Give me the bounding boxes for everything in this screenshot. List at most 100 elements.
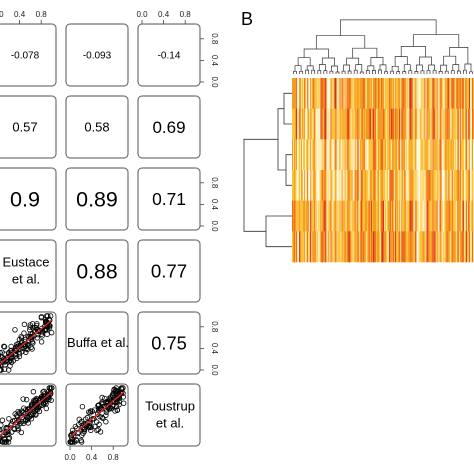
heatmap-cell: [402, 108, 404, 140]
dendrogram-branch: [367, 65, 375, 71]
pairs-cell-r5-c2: Toustrup et al.: [137, 383, 201, 447]
heatmap-cell: [327, 78, 329, 109]
pairs-cell-r4-c1: Buffa et al.: [65, 311, 129, 375]
heatmap-cell: [412, 78, 414, 109]
heatmap-cell: [380, 108, 383, 140]
heatmap-cell: [323, 108, 325, 140]
heatmap-cell: [471, 231, 474, 263]
heatmap-cell: [295, 200, 297, 232]
pairs-cell-frame: [137, 311, 201, 375]
heatmap-cell: [380, 170, 383, 201]
heatmap-cell: [389, 139, 391, 171]
heatmap-cell: [464, 200, 467, 232]
heatmap-cell: [451, 139, 454, 171]
heatmap-cell: [465, 139, 468, 171]
heatmap-cell: [299, 139, 301, 171]
heatmap-cell: [432, 139, 434, 171]
heatmap-cell: [360, 108, 363, 140]
heatmap-cell: [411, 170, 413, 201]
heatmap-cell: [363, 170, 366, 201]
heatmap-cell: [316, 231, 318, 263]
heatmap-cell: [321, 139, 323, 171]
dendrogram-branch: [323, 70, 328, 74]
heatmap-cell: [327, 231, 329, 263]
scatter-point: [103, 399, 109, 405]
heatmap-cell: [362, 78, 365, 109]
heatmap-cell: [412, 139, 414, 171]
heatmap-cell: [348, 231, 350, 263]
scatter-point: [23, 406, 29, 413]
scatter-point: [47, 389, 53, 395]
heatmap-cell: [299, 170, 301, 201]
heatmap-cell: [365, 200, 368, 232]
heatmap-cell: [407, 108, 409, 140]
heatmap-cell: [389, 231, 391, 263]
heatmap-cell: [324, 139, 326, 171]
heatmap-cell: [384, 170, 386, 201]
heatmap-cell: [369, 170, 372, 201]
heatmap-cell: [451, 78, 454, 109]
pairs-cell-frame: [65, 311, 129, 375]
dendrogram-branch: [299, 70, 303, 74]
heatmap-cell: [448, 78, 451, 109]
heatmap-cell: [346, 200, 348, 232]
panel-label-b: B: [241, 9, 253, 29]
heatmap-cell: [363, 200, 366, 232]
dendrogram-branch: [396, 71, 401, 74]
heatmap-cell: [406, 108, 408, 140]
heatmap-cell: [302, 170, 304, 201]
heatmap-cell: [355, 200, 358, 232]
heatmap-cell: [383, 108, 385, 140]
heatmap-cell: [395, 139, 397, 171]
heatmap-cell: [430, 108, 432, 140]
heatmap-cell: [449, 231, 452, 263]
heatmap-cell: [308, 231, 310, 263]
scatter-point: [6, 350, 12, 356]
heatmap-cell: [461, 170, 464, 201]
scatter-point: [0, 362, 2, 368]
heatmap-cell: [426, 200, 428, 232]
dendrogram-branch: [343, 64, 350, 72]
heatmap-cell: [469, 170, 472, 201]
axis-tick-label: 0.8: [180, 10, 192, 19]
axis-tick-label: 0.8: [36, 10, 48, 19]
heatmap-cell: [462, 170, 465, 201]
heatmap-cell: [418, 231, 420, 263]
heatmap-cell: [394, 200, 396, 232]
heatmap-cell: [332, 78, 334, 109]
heatmap-cell: [380, 200, 383, 232]
heatmap-cell: [376, 170, 379, 201]
heatmap-cell: [439, 200, 441, 232]
heatmap-cell: [338, 231, 340, 263]
heatmap-cell: [391, 78, 393, 109]
heatmap-cell: [434, 170, 436, 201]
heatmap-cell: [364, 78, 367, 109]
heatmap-cell: [307, 200, 309, 232]
heatmap-cell: [334, 200, 336, 232]
heatmap-cell: [309, 108, 311, 140]
heatmap-cell: [318, 200, 320, 232]
heatmap-cell: [309, 170, 311, 201]
heatmap-cell: [470, 78, 473, 109]
heatmap-cell: [356, 78, 359, 109]
heatmap-cell: [357, 200, 360, 232]
heatmap-cell: [463, 200, 466, 232]
heatmap-cell: [444, 231, 446, 263]
heatmap-cell: [378, 78, 381, 109]
scatter-point: [11, 425, 17, 432]
heatmap-cell: [355, 139, 358, 171]
heatmap-cell: [359, 108, 362, 140]
heatmap-cell: [433, 139, 435, 171]
heatmap-cell: [467, 78, 470, 109]
heatmap-cell: [347, 170, 349, 201]
correlation-value: 0.88: [76, 260, 117, 283]
scatter-point: [91, 407, 98, 413]
heatmap-cell: [329, 139, 331, 171]
heatmap-cell: [357, 139, 360, 171]
heatmap-cell: [357, 231, 360, 263]
heatmap-cell: [387, 170, 389, 201]
heatmap-cell: [410, 78, 412, 109]
heatmap-cell: [438, 139, 440, 171]
scatter-point: [97, 414, 103, 420]
heatmap-cell: [315, 200, 317, 232]
